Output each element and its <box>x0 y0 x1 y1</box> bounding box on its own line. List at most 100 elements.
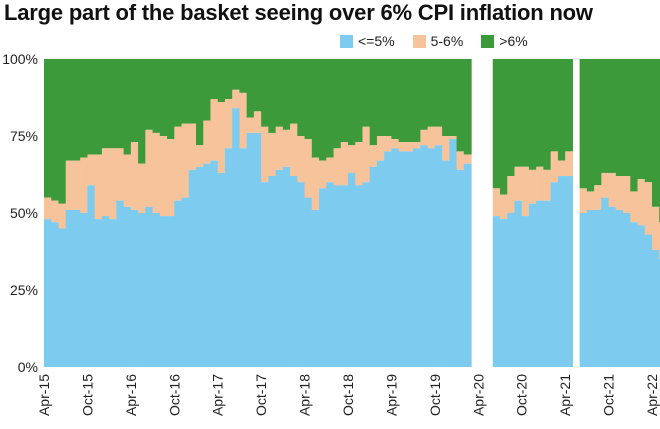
bar-le5 <box>427 148 436 367</box>
bar-gt6 <box>413 59 421 143</box>
bar-5-6 <box>536 166 545 201</box>
bar-5-6 <box>261 126 269 183</box>
bar-le5 <box>181 197 190 367</box>
bar-5-6 <box>601 172 610 198</box>
bar-gt6 <box>630 59 639 192</box>
bar-le5 <box>442 160 450 367</box>
period-0 <box>44 59 472 367</box>
y-tick-label: 100% <box>2 51 38 67</box>
x-tick-label: Oct-17 <box>253 374 269 416</box>
bar-le5 <box>138 213 146 367</box>
bar-gt6 <box>420 59 429 130</box>
bar-gt6 <box>536 59 545 167</box>
bar-gt6 <box>268 59 277 133</box>
bar-gt6 <box>188 59 197 124</box>
y-tick-label: 0% <box>18 359 38 375</box>
bar-le5 <box>116 200 125 367</box>
bar-le5 <box>500 219 508 367</box>
bar-le5 <box>579 213 588 367</box>
y-tick-label: 25% <box>10 282 38 298</box>
legend: <=5% 5-6% >6% <box>340 33 546 49</box>
x-tick-label: Apr-18 <box>297 374 313 416</box>
bar-5-6 <box>333 148 342 186</box>
bar-gt6 <box>586 59 595 192</box>
bar-gt6 <box>579 59 588 189</box>
bar-5-6 <box>427 126 436 149</box>
bar-le5 <box>376 160 385 367</box>
bar-gt6 <box>51 59 60 201</box>
bar-gt6 <box>94 59 103 155</box>
bar-le5 <box>297 182 306 367</box>
bar-5-6 <box>304 139 313 198</box>
bar-le5 <box>543 200 552 367</box>
bar-gt6 <box>217 59 226 103</box>
bar-le5 <box>159 216 168 367</box>
bar-5-6 <box>44 197 52 220</box>
bar-5-6 <box>319 160 327 189</box>
bar-gt6 <box>130 59 139 143</box>
bar-le5 <box>608 206 617 367</box>
bar-gt6 <box>87 59 96 155</box>
bar-le5 <box>340 185 349 367</box>
bar-le5 <box>521 216 530 367</box>
bar-gt6 <box>442 59 450 136</box>
bar-le5 <box>507 213 516 367</box>
bar-le5 <box>109 219 117 367</box>
bar-gt6 <box>405 59 414 143</box>
bar-gt6 <box>196 59 204 146</box>
bar-gt6 <box>65 59 74 161</box>
bar-gt6 <box>528 59 537 170</box>
bar-5-6 <box>565 151 573 177</box>
bar-gt6 <box>565 59 573 152</box>
bar-5-6 <box>109 148 117 220</box>
bar-gt6 <box>72 59 81 161</box>
bar-gt6 <box>623 59 631 177</box>
x-tick-label: Apr-17 <box>210 374 226 416</box>
bar-le5 <box>652 249 660 367</box>
bar-gt6 <box>637 59 646 180</box>
x-tick-label: Oct-16 <box>166 374 182 416</box>
bar-le5 <box>87 185 96 367</box>
legend-item-5-6: 5-6% <box>412 33 463 49</box>
bar-5-6 <box>528 169 537 204</box>
bar-le5 <box>319 188 327 367</box>
bar-le5 <box>80 213 89 367</box>
bar-le5 <box>145 206 154 367</box>
bar-gt6 <box>521 59 530 167</box>
x-tick-label: Apr-16 <box>123 374 139 416</box>
legend-swatch-le5 <box>340 34 353 48</box>
bar-le5 <box>311 209 320 367</box>
x-tick-label: Apr-19 <box>383 374 399 416</box>
bar-gt6 <box>239 59 248 93</box>
bar-5-6 <box>116 148 125 201</box>
bar-le5 <box>405 151 414 367</box>
bar-5-6 <box>623 176 631 213</box>
bar-gt6 <box>550 59 559 152</box>
bar-gt6 <box>601 59 610 173</box>
bar-5-6 <box>586 191 595 210</box>
bar-gt6 <box>116 59 125 149</box>
bar-le5 <box>65 209 74 367</box>
x-tick-label: Apr-15 <box>36 374 52 416</box>
bar-5-6 <box>217 102 226 173</box>
bar-le5 <box>449 139 458 367</box>
bar-le5 <box>601 197 610 367</box>
bar-gt6 <box>290 59 298 124</box>
bar-le5 <box>463 163 472 367</box>
bar-5-6 <box>384 136 393 152</box>
bar-le5 <box>362 182 371 367</box>
bar-le5 <box>326 182 335 367</box>
bar-le5 <box>557 176 566 367</box>
bar-gt6 <box>167 59 175 140</box>
bar-gt6 <box>507 59 516 177</box>
bar-le5 <box>94 219 103 367</box>
bar-le5 <box>565 176 573 367</box>
bar-le5 <box>420 145 429 367</box>
bar-5-6 <box>174 126 183 201</box>
bar-5-6 <box>521 166 530 217</box>
bar-5-6 <box>340 142 349 186</box>
bar-5-6 <box>224 99 233 149</box>
bar-gt6 <box>355 59 364 143</box>
bar-5-6 <box>268 132 277 177</box>
